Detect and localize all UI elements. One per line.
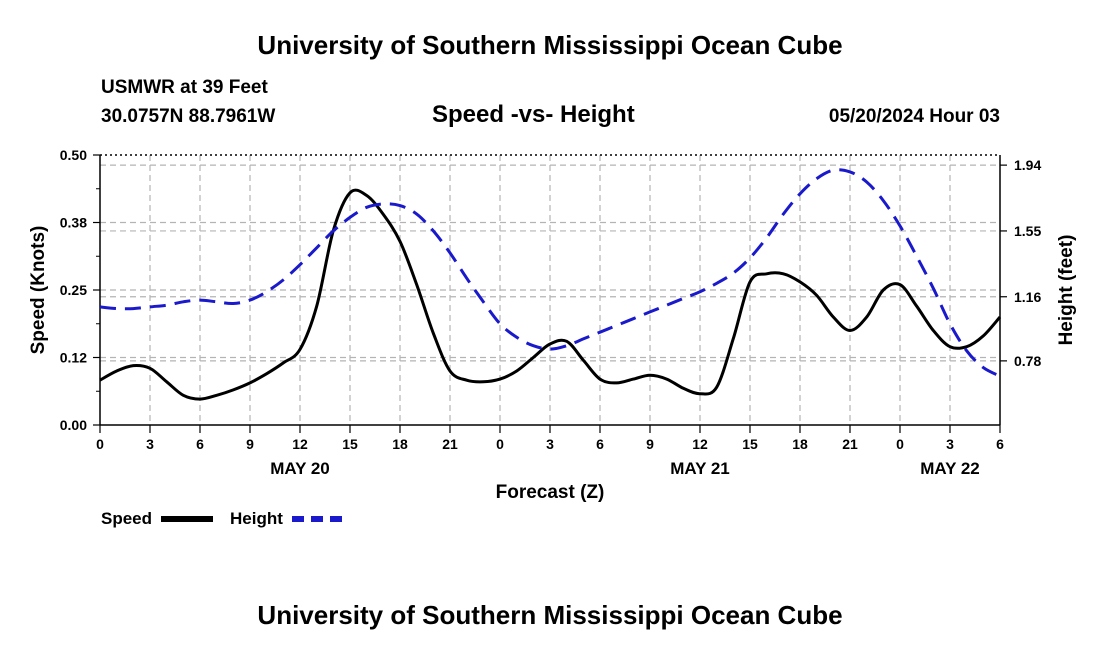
- date-label: MAY 21: [670, 459, 730, 478]
- legend-height-label: Height: [230, 509, 283, 528]
- chart-subtitle: Speed -vs- Height: [432, 101, 635, 128]
- x-tick-label: 15: [342, 436, 358, 452]
- y2-tick-label: 1.94: [1014, 157, 1041, 173]
- x-tick-label: 18: [392, 436, 408, 452]
- y-tick-label: 0.38: [60, 215, 87, 231]
- height-series-line: [99, 168, 1001, 378]
- station-coordinates: 30.0757N 88.7961W: [101, 106, 276, 127]
- page-title: University of Southern Mississippi Ocean…: [257, 30, 843, 60]
- x-tick-label: 0: [896, 436, 904, 452]
- y2-tick-label: 1.55: [1014, 223, 1041, 239]
- x-tick-label: 12: [692, 436, 708, 452]
- x-tick-label: 9: [246, 436, 254, 452]
- x-tick-label: 3: [946, 436, 954, 452]
- x-tick-label: 21: [842, 436, 858, 452]
- x-tick-label: 12: [292, 436, 308, 452]
- y2-tick-label: 0.78: [1014, 353, 1041, 369]
- footer-title: University of Southern Mississippi Ocean…: [257, 600, 843, 630]
- x-tick-label: 3: [546, 436, 554, 452]
- x-axis-title: Forecast (Z): [495, 482, 605, 503]
- station-label: USMWR at 39 Feet: [101, 77, 268, 98]
- date-label: MAY 22: [920, 459, 980, 478]
- y2-tick-label: 1.16: [1014, 289, 1041, 305]
- y-tick-label: 0.12: [60, 350, 87, 366]
- speed-series-line: [99, 188, 1002, 401]
- legend-speed-swatch: [161, 516, 213, 522]
- legend-height-swatch: [292, 516, 342, 522]
- x-tick-label: 0: [96, 436, 104, 452]
- forecast-timestamp: 05/20/2024 Hour 03: [828, 106, 1000, 127]
- y-tick-label: 0.25: [60, 282, 87, 298]
- y2-axis-title: Height (feet): [1056, 235, 1077, 346]
- x-tick-label: 3: [146, 436, 154, 452]
- x-tick-label: 21: [442, 436, 458, 452]
- x-tick-label: 6: [996, 436, 1004, 452]
- legend-speed-label: Speed: [101, 509, 153, 528]
- y-tick-label: 0.00: [60, 417, 87, 433]
- date-label: MAY 20: [270, 459, 330, 478]
- x-tick-label: 0: [496, 436, 504, 452]
- y-tick-label: 0.50: [60, 147, 87, 163]
- y-axis-title: Speed (Knots): [28, 226, 49, 355]
- x-tick-label: 6: [596, 436, 604, 452]
- x-tick-label: 9: [646, 436, 654, 452]
- x-tick-label: 15: [742, 436, 758, 452]
- x-tick-label: 6: [196, 436, 204, 452]
- x-tick-label: 18: [792, 436, 808, 452]
